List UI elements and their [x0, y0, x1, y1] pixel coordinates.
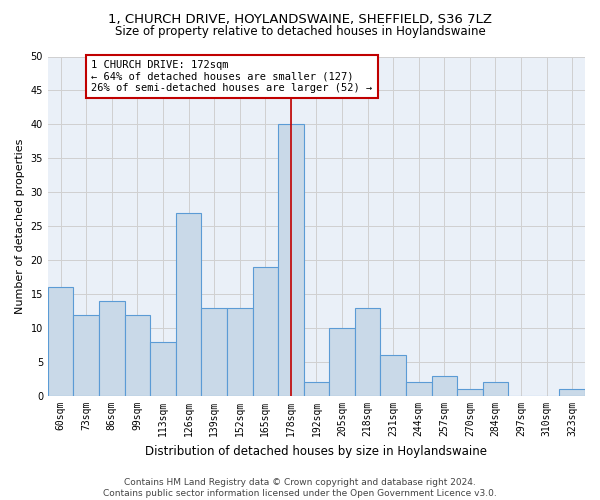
Bar — [176, 212, 202, 396]
Bar — [227, 308, 253, 396]
Bar — [482, 382, 508, 396]
Bar — [278, 124, 304, 396]
Bar — [202, 308, 227, 396]
Bar — [125, 314, 150, 396]
Bar — [431, 376, 457, 396]
Bar — [73, 314, 99, 396]
Text: 1, CHURCH DRIVE, HOYLANDSWAINE, SHEFFIELD, S36 7LZ: 1, CHURCH DRIVE, HOYLANDSWAINE, SHEFFIEL… — [108, 12, 492, 26]
Text: Size of property relative to detached houses in Hoylandswaine: Size of property relative to detached ho… — [115, 25, 485, 38]
Bar — [457, 390, 482, 396]
Bar — [150, 342, 176, 396]
Bar — [329, 328, 355, 396]
Bar — [380, 356, 406, 396]
Bar — [99, 301, 125, 396]
Y-axis label: Number of detached properties: Number of detached properties — [15, 138, 25, 314]
Bar — [559, 390, 585, 396]
X-axis label: Distribution of detached houses by size in Hoylandswaine: Distribution of detached houses by size … — [145, 444, 487, 458]
Bar — [355, 308, 380, 396]
Bar — [406, 382, 431, 396]
Text: Contains HM Land Registry data © Crown copyright and database right 2024.
Contai: Contains HM Land Registry data © Crown c… — [103, 478, 497, 498]
Bar — [304, 382, 329, 396]
Bar — [48, 288, 73, 396]
Text: 1 CHURCH DRIVE: 172sqm
← 64% of detached houses are smaller (127)
26% of semi-de: 1 CHURCH DRIVE: 172sqm ← 64% of detached… — [91, 60, 373, 93]
Bar — [253, 267, 278, 396]
